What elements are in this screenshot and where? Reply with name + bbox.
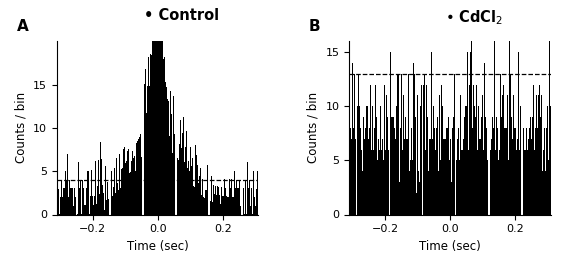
Y-axis label: Counts / bin: Counts / bin (15, 92, 27, 163)
Text: • Control: • Control (144, 8, 219, 23)
Text: • CdCl$_2$: • CdCl$_2$ (445, 8, 503, 27)
X-axis label: Time (sec): Time (sec) (419, 240, 481, 253)
X-axis label: Time (sec): Time (sec) (127, 240, 189, 253)
Text: A: A (16, 19, 28, 34)
Text: B: B (309, 19, 320, 34)
Y-axis label: Counts / bin: Counts / bin (307, 92, 320, 163)
